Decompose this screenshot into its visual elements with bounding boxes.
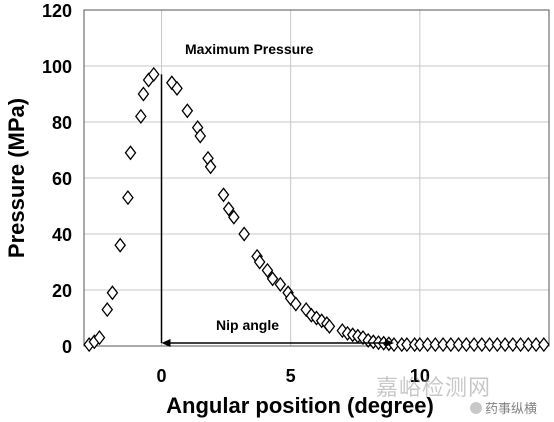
nip-arrow-head-left — [161, 339, 171, 347]
data-point — [137, 86, 150, 102]
wechat-icon — [470, 402, 482, 414]
x-tick-label: 0 — [156, 366, 166, 386]
data-point — [181, 103, 194, 119]
data-point — [228, 209, 240, 225]
watermark-sub: 药事纵横 — [470, 398, 537, 417]
y-tick-label: 20 — [52, 281, 72, 301]
annotations: Maximum Pressure Nip angle — [160, 41, 394, 347]
data-point — [261, 262, 274, 278]
data-point — [274, 276, 287, 292]
data-point — [421, 337, 434, 353]
data-point — [429, 337, 442, 353]
data-point — [514, 337, 527, 353]
data-point — [522, 337, 535, 353]
data-point — [101, 302, 114, 318]
data-point — [414, 337, 426, 353]
data-point — [135, 108, 147, 124]
data-point — [194, 128, 207, 144]
data-point — [507, 337, 519, 353]
nip-angle-label: Nip angle — [216, 317, 279, 333]
data-point — [147, 66, 160, 82]
y-tick-label: 100 — [42, 57, 72, 77]
x-tick-labels: 0 5 10 — [156, 366, 429, 386]
grid-lines — [84, 9, 549, 347]
nip-arrow-head-right — [385, 339, 394, 347]
data-point — [124, 145, 137, 161]
data-point — [217, 187, 230, 203]
data-point — [290, 296, 302, 312]
data-point — [171, 80, 183, 96]
x-axis-label: Angular position (degree) — [166, 393, 434, 418]
data-markers — [83, 66, 550, 353]
y-axis-label: Pressure (MPa) — [4, 98, 29, 258]
watermark-sub-text: 药事纵横 — [485, 402, 538, 417]
data-point — [476, 337, 488, 353]
data-point — [468, 337, 480, 353]
x-tick-label: 5 — [286, 366, 296, 386]
watermark-main: 嘉峪检测网 — [376, 376, 492, 401]
data-point — [499, 337, 511, 353]
max-pressure-label: Maximum Pressure — [185, 41, 314, 57]
data-point — [452, 337, 465, 353]
y-tick-label: 0 — [62, 337, 72, 357]
data-point — [238, 226, 250, 242]
data-point — [323, 318, 336, 334]
data-point — [253, 254, 266, 270]
y-tick-label: 40 — [52, 225, 72, 245]
data-point — [114, 237, 126, 253]
plot-frame — [83, 9, 550, 347]
data-point — [106, 285, 119, 301]
y-tick-labels: 0 20 40 60 80 100 120 — [42, 1, 72, 357]
y-tick-label: 120 — [42, 1, 72, 21]
data-point — [222, 201, 235, 217]
data-point — [445, 337, 457, 353]
data-point — [437, 337, 449, 353]
data-point — [483, 337, 496, 353]
data-point — [401, 337, 413, 353]
data-point — [122, 190, 134, 206]
y-tick-label: 60 — [52, 169, 72, 189]
x-tick-label: 10 — [410, 366, 430, 386]
data-point — [530, 337, 542, 353]
data-point — [460, 337, 473, 353]
data-point — [538, 337, 550, 353]
data-point — [266, 271, 279, 287]
data-point — [93, 330, 106, 346]
data-point — [491, 337, 504, 353]
y-tick-label: 80 — [52, 113, 72, 133]
data-point — [204, 159, 217, 175]
